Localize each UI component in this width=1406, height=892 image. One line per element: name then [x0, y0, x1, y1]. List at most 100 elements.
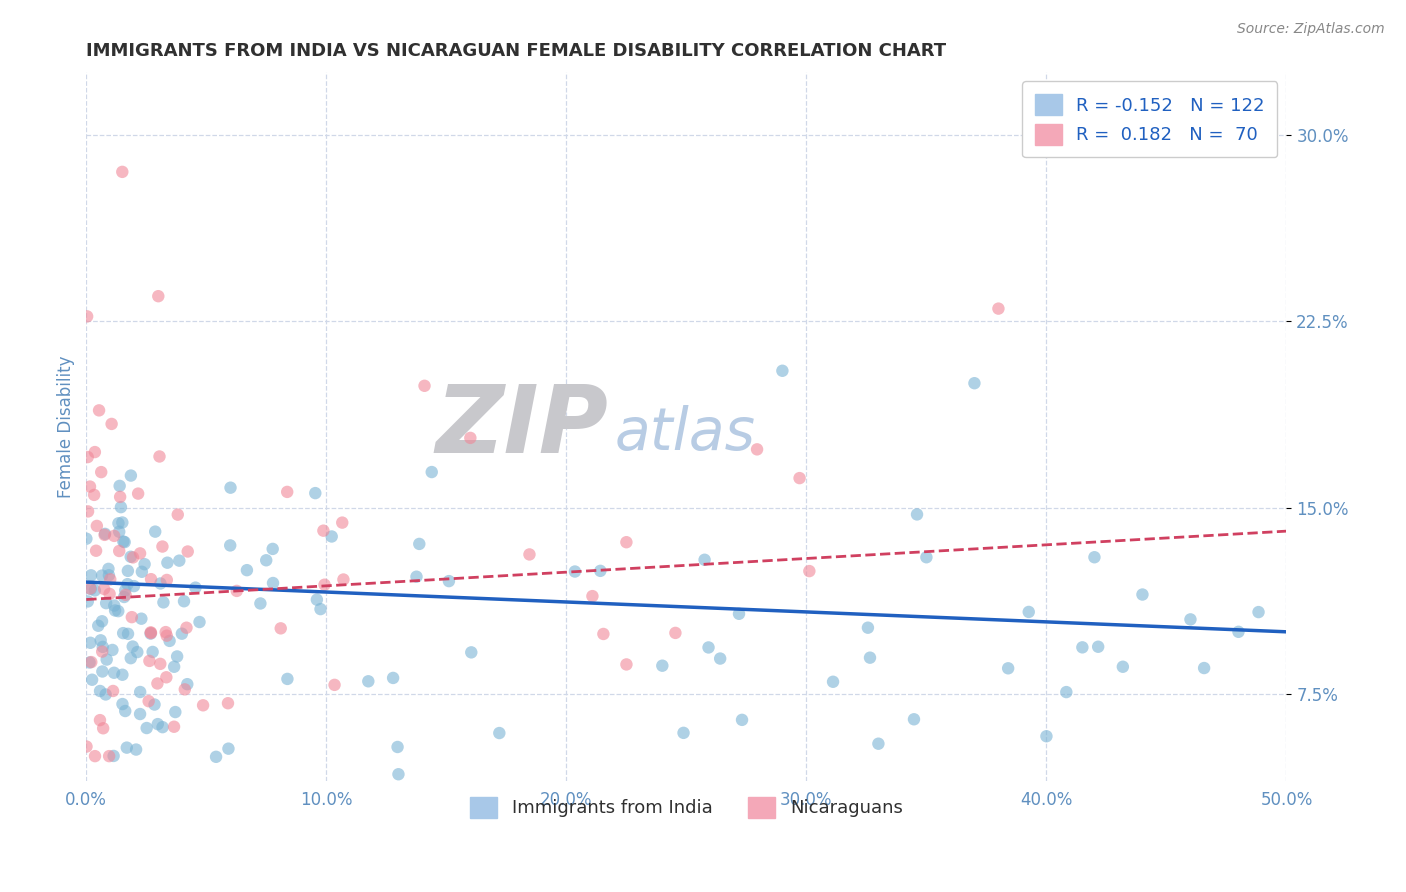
Point: [89, 684, 111, 698]
Point: [963, 376, 986, 391]
Point: [821, 674, 844, 689]
Point: [139, 626, 162, 640]
Point: [728, 607, 751, 621]
Point: [138, 654, 160, 668]
Point: [176, 621, 198, 635]
Point: [122, 550, 145, 565]
Point: [104, 603, 127, 617]
Point: [413, 379, 436, 393]
Point: [91, 644, 114, 658]
Point: [1035, 729, 1057, 743]
Point: [163, 720, 186, 734]
Point: [173, 594, 195, 608]
Point: [79, 656, 101, 670]
Point: [405, 570, 427, 584]
Point: [270, 621, 292, 635]
Point: [142, 645, 165, 659]
Point: [79, 636, 101, 650]
Point: [91, 665, 114, 679]
Point: [112, 534, 135, 549]
Point: [156, 629, 179, 643]
Point: [97, 562, 120, 576]
Point: [152, 540, 174, 554]
Point: [139, 626, 162, 640]
Point: [101, 684, 124, 698]
Point: [129, 546, 152, 560]
Point: [987, 301, 1010, 316]
Point: [799, 564, 821, 578]
Point: [107, 604, 129, 618]
Point: [1247, 605, 1270, 619]
Point: [170, 626, 193, 640]
Point: [131, 612, 153, 626]
Point: [91, 615, 114, 629]
Point: [76, 450, 98, 464]
Point: [91, 721, 114, 735]
Point: [770, 364, 793, 378]
Point: [672, 726, 695, 740]
Point: [382, 671, 405, 685]
Point: [1083, 550, 1105, 565]
Point: [152, 720, 174, 734]
Point: [262, 576, 284, 591]
Point: [87, 619, 110, 633]
Point: [146, 717, 169, 731]
Point: [120, 549, 142, 564]
Point: [905, 508, 928, 522]
Point: [166, 649, 188, 664]
Point: [143, 698, 166, 712]
Point: [169, 554, 191, 568]
Point: [76, 739, 98, 754]
Point: [94, 688, 117, 702]
Point: [173, 682, 195, 697]
Point: [305, 592, 328, 607]
Point: [80, 582, 103, 596]
Point: [697, 640, 720, 655]
Point: [387, 767, 409, 781]
Point: [139, 625, 162, 640]
Point: [321, 529, 343, 543]
Point: [581, 589, 603, 603]
Point: [332, 573, 354, 587]
Point: [859, 650, 882, 665]
Point: [664, 626, 686, 640]
Point: [219, 538, 242, 552]
Point: [131, 565, 153, 579]
Point: [357, 674, 380, 689]
Point: [111, 165, 134, 179]
Y-axis label: Female Disability: Female Disability: [58, 355, 75, 498]
Point: [166, 508, 188, 522]
Point: [1192, 661, 1215, 675]
Point: [79, 582, 101, 596]
Point: [114, 583, 136, 598]
Point: [129, 685, 152, 699]
Point: [236, 563, 259, 577]
Point: [100, 417, 122, 431]
Point: [420, 465, 443, 479]
Point: [96, 596, 118, 610]
Point: [83, 488, 105, 502]
Point: [731, 713, 754, 727]
Point: [111, 667, 134, 681]
Point: [103, 599, 125, 613]
Point: [156, 573, 179, 587]
Point: [107, 516, 129, 531]
Point: [1087, 640, 1109, 654]
Point: [115, 740, 138, 755]
Point: [76, 310, 98, 324]
Point: [75, 532, 97, 546]
Point: [460, 645, 482, 659]
Point: [146, 676, 169, 690]
Point: [83, 445, 105, 459]
Point: [564, 565, 586, 579]
Point: [592, 627, 614, 641]
Point: [110, 500, 132, 515]
Point: [90, 633, 112, 648]
Point: [84, 543, 107, 558]
Point: [117, 627, 139, 641]
Point: [1132, 588, 1154, 602]
Point: [117, 577, 139, 591]
Point: [89, 713, 111, 727]
Point: [103, 748, 125, 763]
Point: [149, 657, 172, 671]
